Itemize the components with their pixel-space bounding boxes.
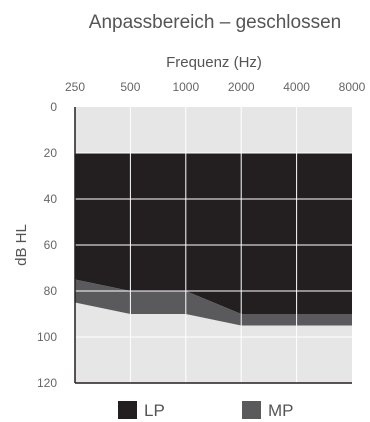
y-tick-label: 120 — [37, 376, 57, 390]
y-tick-label: 80 — [44, 284, 58, 298]
y-tick-label: 40 — [44, 192, 58, 206]
legend-swatch-mp — [242, 401, 261, 419]
x-tick-label: 250 — [65, 80, 85, 94]
chart-title: Anpassbereich – geschlossen — [89, 12, 341, 33]
legend-swatch-lp — [118, 401, 137, 419]
legend-label-lp: LP — [144, 401, 165, 420]
y-tick-label: 20 — [44, 146, 58, 160]
x-tick-label: 1000 — [172, 80, 199, 94]
x-ticks: 250 500 1000 2000 4000 8000 — [65, 80, 366, 94]
y-axis-label: dB HL — [13, 224, 30, 266]
legend-label-mp: MP — [268, 401, 294, 420]
x-tick-label: 500 — [120, 80, 140, 94]
y-tick-label: 0 — [50, 100, 57, 114]
x-tick-label: 4000 — [283, 80, 310, 94]
x-tick-label: 8000 — [339, 80, 366, 94]
band-lp — [75, 153, 352, 314]
y-tick-label: 100 — [37, 330, 57, 344]
legend: LP MP — [118, 401, 294, 420]
y-ticks: 0 20 40 60 80 100 120 — [37, 100, 57, 390]
x-tick-label: 2000 — [228, 80, 255, 94]
grid-layer — [74, 107, 352, 384]
y-tick-label: 60 — [44, 238, 58, 252]
bands-layer — [75, 153, 352, 326]
x-axis-label: Frequenz (Hz) — [166, 54, 262, 71]
